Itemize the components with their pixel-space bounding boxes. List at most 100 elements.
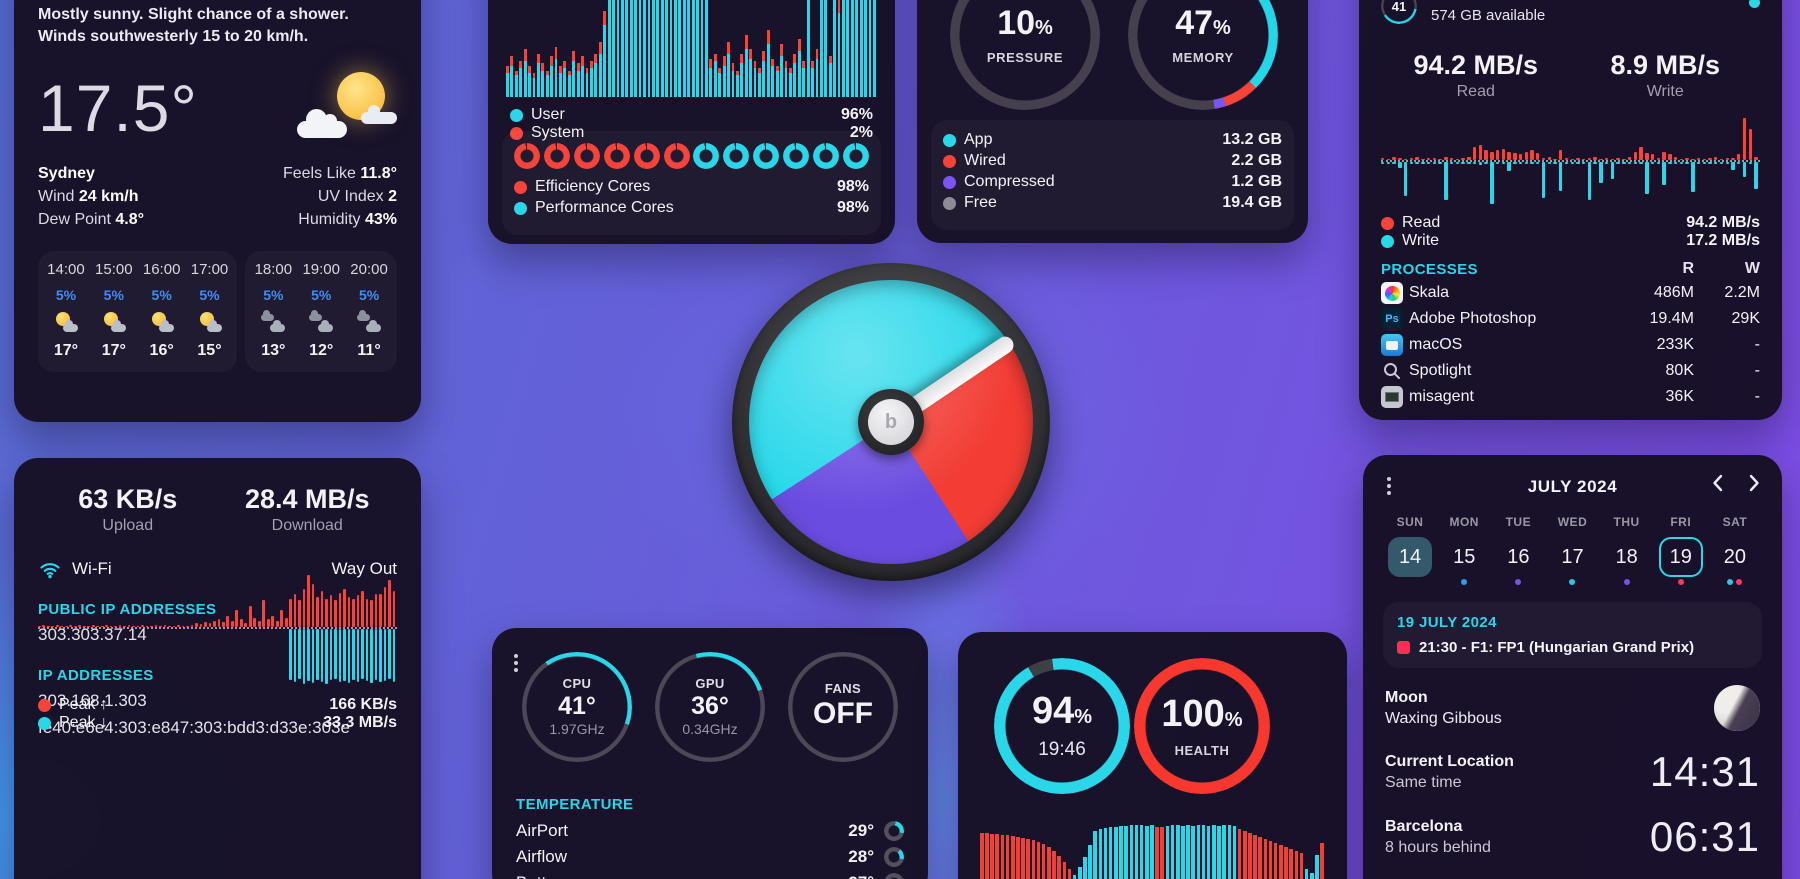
disk-legend-item: Write 17.2 MB/s [1381,232,1760,250]
network-widget: 63 KB/s Upload 28.4 MB/s Download Peak ↑… [14,458,421,879]
bar [1212,825,1216,879]
bar [1691,162,1695,193]
bar [691,0,695,97]
bar [541,63,545,97]
bar [846,0,850,97]
bar [1315,855,1319,879]
bar [1248,833,1252,879]
bar [793,53,797,97]
bar [1593,162,1597,165]
bar [1541,162,1546,199]
bar [1587,157,1592,160]
bar [1067,869,1072,879]
bar [177,625,180,627]
bar [563,61,567,97]
calendar-day[interactable]: 19 [1654,537,1708,586]
weather-detail-row: UV Index 2 [317,188,397,205]
day-event-dots [1461,579,1468,586]
disk-legend: Read 94.2 MB/s Write 17.2 MB/s [1381,214,1760,250]
clock-row: Current Location Same time 14:31 [1383,748,1762,796]
calendar-menu-kebab-icon[interactable] [1383,473,1395,499]
bar [1742,162,1747,178]
bar [629,0,633,97]
calendar-day[interactable]: 16 [1491,537,1545,586]
bar [343,589,346,627]
calendar-day[interactable]: 20 [1708,537,1762,586]
bar [271,615,275,627]
bar [293,629,297,682]
day-number: 15 [1453,545,1476,568]
bar [1310,873,1314,879]
disk-read-label: Read [1456,83,1495,100]
bar [1536,162,1540,165]
weekday-label: SAT [1722,515,1748,529]
bar [172,626,176,627]
calendar-day[interactable]: 15 [1437,537,1491,586]
bar [217,619,221,627]
weather-details-right: Feels Like 11.8° UV Index 2 Humidity 43% [283,162,397,231]
cloud-icon [261,310,286,334]
day-number: 17 [1561,545,1584,568]
memory-row: Free 19.4 GB [943,194,1282,212]
process-name: misagent [1409,388,1474,405]
bar [753,61,757,97]
world-clocks: Current Location Same time 14:31 Barcelona 8… [1383,748,1762,861]
sensor-gauge: GPU 36° 0.34GHz [655,652,765,762]
bar [506,65,509,97]
cpu-core-rings [514,143,869,169]
weekday-label: SUN [1396,515,1424,529]
bar [1513,162,1517,165]
bar [514,70,518,97]
memory-row-dot [943,175,956,189]
prev-month-chevron-icon[interactable] [1712,474,1723,492]
bar [1201,825,1206,879]
bar [1547,157,1551,160]
hourly-column: 16:00 5% 16° [138,261,186,360]
sensor-value: OFF [813,697,873,731]
bar [727,41,730,97]
gauge-app-icon[interactable]: b [732,263,1050,581]
bar [374,629,378,681]
bar [1145,826,1149,879]
bar [1633,162,1638,164]
bar [1559,150,1563,160]
bar [1627,162,1632,165]
bar [1455,162,1460,164]
temperature-name: Battery [516,873,822,879]
bar [1668,162,1672,165]
bar [1237,829,1242,879]
disk-legend-item-value: 94.2 MB/s [1686,214,1760,231]
cpu-legend: User 96% System 2% [510,106,873,142]
network-activity-chart [38,570,397,684]
process-name: Spotlight [1409,362,1472,379]
memory-row-label: Free [964,194,997,211]
bar [1668,154,1672,160]
clock-time: 06:31 [1649,813,1760,860]
bar [1702,162,1706,164]
bar [361,629,364,680]
bar [1057,856,1061,879]
bar [51,626,55,627]
calendar-day[interactable]: 14 [1383,537,1437,586]
next-month-chevron-icon[interactable] [1749,474,1760,492]
bar [1103,828,1108,879]
bar [643,0,646,97]
calendar-day[interactable]: 17 [1545,537,1599,586]
bar [1077,867,1082,879]
ip-value: 303.168.1.303 [38,691,147,710]
bar [1449,157,1454,160]
bar [1242,831,1247,879]
bar [195,623,198,627]
bar [850,0,854,97]
sensors-menu-kebab-icon[interactable] [510,650,522,676]
hourly-time: 18:00 [254,261,293,278]
bar [665,0,669,97]
bar [127,625,131,627]
bar [55,625,59,627]
event-item[interactable]: 21:30 - F1: FP1 (Hungarian Grand Prix) [1397,639,1748,656]
memory-row: Compressed 1.2 GB [943,173,1282,191]
calendar-day[interactable]: 18 [1600,537,1654,586]
day-event-dots [1623,579,1630,586]
process-read: 486M [1653,284,1694,301]
hourly-group-day: 14:00 5% 17° 15:00 5% 17° 16:00 5% 16° 17:00 5% 15° [38,251,238,372]
